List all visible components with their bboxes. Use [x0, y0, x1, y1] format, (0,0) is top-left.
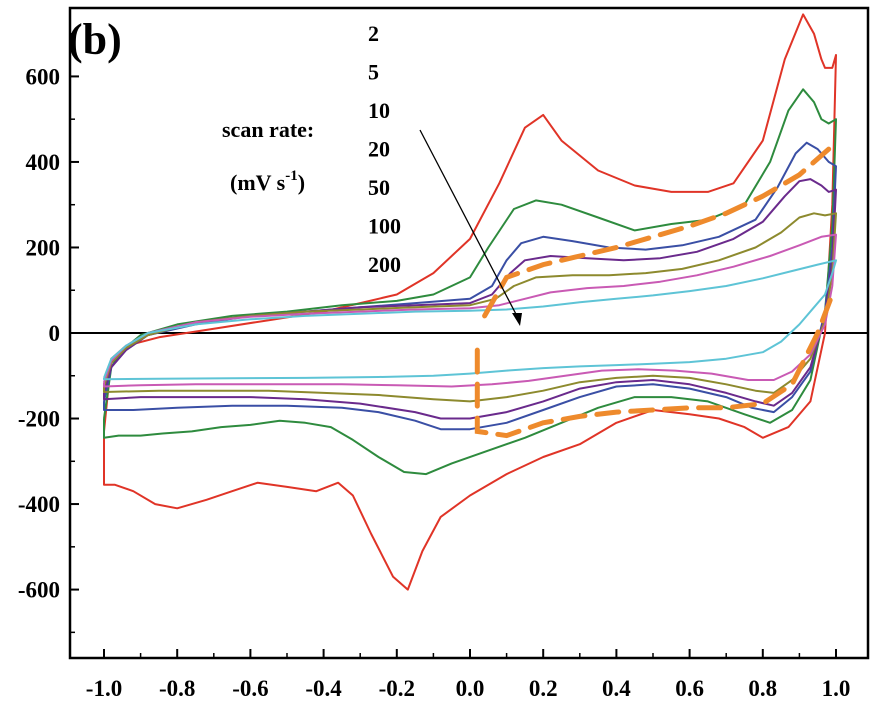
y-tick-label: 200	[26, 235, 61, 260]
y-tick-label: 400	[26, 150, 61, 175]
x-tick-label: 1.0	[822, 676, 851, 701]
x-tick-label: -0.8	[159, 676, 195, 701]
y-axis: -600 -400 -200 0 200 400 600	[18, 32, 79, 634]
legend-entry-5: 5	[368, 60, 379, 85]
y-tick-label: 0	[49, 321, 61, 346]
legend-entry-50: 50	[368, 175, 390, 200]
y-tick-label: -400	[18, 492, 60, 517]
peak-trend-lower	[474, 292, 835, 439]
x-tick-label: 0.6	[675, 676, 704, 701]
x-tick-label: 0.8	[748, 676, 777, 701]
x-tick-label: -0.6	[232, 676, 268, 701]
legend-title-line2: (mV s-1)	[230, 168, 305, 195]
x-tick-label: -0.4	[305, 676, 342, 701]
y-tick-label: 600	[26, 64, 61, 89]
legend-entry-200: 200	[368, 252, 401, 277]
legend-title-close: )	[298, 170, 305, 195]
legend-arrow-line	[419, 129, 519, 319]
legend-entries: 2 5 10 20 50 100 200	[368, 21, 401, 277]
series-line-100	[103, 233, 837, 388]
peak-trend-layer	[474, 146, 835, 439]
x-tick-label: 0.2	[529, 676, 558, 701]
series-line-10	[103, 141, 837, 431]
legend-title-unit: (mV s	[230, 170, 286, 195]
panel-label: (b)	[68, 15, 122, 64]
series-line-200	[103, 259, 837, 381]
legend: scan rate: (mV s-1) 2 5 10 20 50 100 200	[222, 21, 522, 326]
series-line-5	[103, 88, 837, 476]
peak-trend-upper	[482, 146, 832, 319]
y-tick-label: -600	[18, 578, 60, 603]
x-axis: -1.0 -0.8 -0.6 -0.4 -0.2 0.0 0.2 0.4 0.6 0.8 1.0	[86, 649, 851, 701]
series-line-50	[103, 212, 837, 403]
legend-arrow-head	[512, 313, 522, 326]
legend-title-line1: scan rate:	[222, 117, 314, 142]
y-tick-label: -200	[18, 407, 60, 432]
legend-entry-100: 100	[368, 214, 401, 239]
x-tick-label: -0.2	[379, 676, 415, 701]
series-line-20	[103, 178, 837, 420]
series-line-2	[103, 13, 837, 591]
legend-entry-20: 20	[368, 137, 390, 162]
legend-title-sup: -1	[285, 168, 298, 184]
series-layer	[103, 13, 837, 591]
x-tick-label: -1.0	[86, 676, 122, 701]
legend-entry-2: 2	[368, 21, 379, 46]
x-tick-label: 0.4	[602, 676, 631, 701]
x-tick-label: 0.0	[456, 676, 485, 701]
legend-entry-10: 10	[368, 98, 390, 123]
